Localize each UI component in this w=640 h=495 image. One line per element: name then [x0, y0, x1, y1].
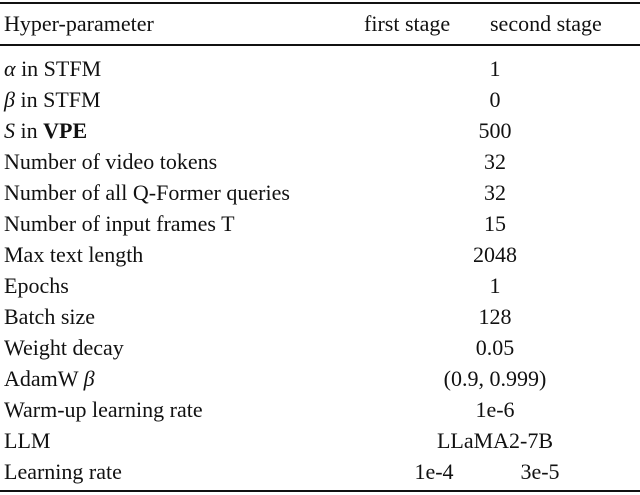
table-row: β in STFM 0 — [0, 84, 640, 115]
table-row: Number of input frames T 15 — [0, 208, 640, 239]
param-label: LLM — [4, 428, 51, 453]
param-label: Number of all Q-Former queries — [4, 180, 290, 205]
table-row: Max text length 2048 — [0, 239, 640, 270]
param-label: α in STFM — [4, 53, 101, 84]
param-value: 2048 — [473, 242, 517, 267]
beta-symbol: β — [4, 87, 15, 112]
table-row: Epochs 1 — [0, 270, 640, 301]
table-row: Weight decay 0.05 — [0, 332, 640, 363]
param-value: LLaMA2-7B — [436, 428, 554, 453]
param-value: 1 — [489, 56, 501, 81]
param-value: 15 — [484, 211, 506, 236]
param-value: 500 — [478, 118, 512, 143]
param-label-text: AdamW — [4, 366, 84, 391]
vpe-label: VPE — [43, 118, 88, 143]
param-value: 1 — [489, 273, 501, 298]
param-label: Weight decay — [4, 335, 124, 360]
param-value: (0.9, 0.999) — [443, 366, 547, 391]
param-label: Max text length — [4, 242, 144, 267]
table-row: α in STFM 1 — [0, 53, 640, 84]
param-value: 0.05 — [475, 335, 515, 360]
param-label: AdamW β — [4, 363, 95, 394]
param-label: Learning rate — [4, 459, 122, 484]
second-stage-value: 3e-5 — [520, 459, 560, 484]
table-row: Number of all Q-Former queries 32 — [0, 177, 640, 208]
param-label: β in STFM — [4, 84, 101, 115]
header-first-stage: first stage — [364, 11, 451, 36]
header-hyperparameter: Hyper-parameter — [4, 11, 154, 36]
table-row: S in VPE 500 — [0, 115, 640, 146]
param-label: Batch size — [4, 304, 96, 329]
param-label-text: in STFM — [14, 87, 101, 112]
param-value: 32 — [484, 180, 506, 205]
param-label: Epochs — [4, 273, 69, 298]
beta-symbol: β — [83, 366, 95, 391]
alpha-symbol: α — [4, 56, 16, 81]
param-label-text: in STFM — [15, 56, 102, 81]
table-row: Warm-up learning rate 1e-6 — [0, 394, 640, 425]
table-row: AdamW β (0.9, 0.999) — [0, 363, 640, 394]
table-row: LLM LLaMA2-7B — [0, 425, 640, 456]
s-symbol: S — [4, 118, 15, 143]
header-second-stage: second stage — [490, 11, 602, 36]
table-row: Batch size 128 — [0, 301, 640, 332]
table-top-rule — [0, 2, 640, 4]
param-label: Warm-up learning rate — [4, 397, 203, 422]
table-bottom-rule — [0, 490, 640, 492]
param-value: 128 — [478, 304, 512, 329]
table-row: Learning rate 1e-4 3e-5 — [0, 456, 640, 487]
param-value: 0 — [489, 87, 501, 112]
table-header-rule — [0, 44, 640, 46]
param-label: S in VPE — [4, 115, 87, 146]
param-label-text: in — [15, 118, 44, 143]
param-value: 1e-6 — [475, 397, 515, 422]
first-stage-value: 1e-4 — [414, 459, 454, 484]
param-label: Number of video tokens — [4, 149, 218, 174]
table-row: Number of video tokens 32 — [0, 146, 640, 177]
param-label: Number of input frames T — [4, 211, 235, 236]
param-value: 32 — [484, 149, 506, 174]
table-header-row: Hyper-parameter first stage second stage — [0, 8, 640, 39]
